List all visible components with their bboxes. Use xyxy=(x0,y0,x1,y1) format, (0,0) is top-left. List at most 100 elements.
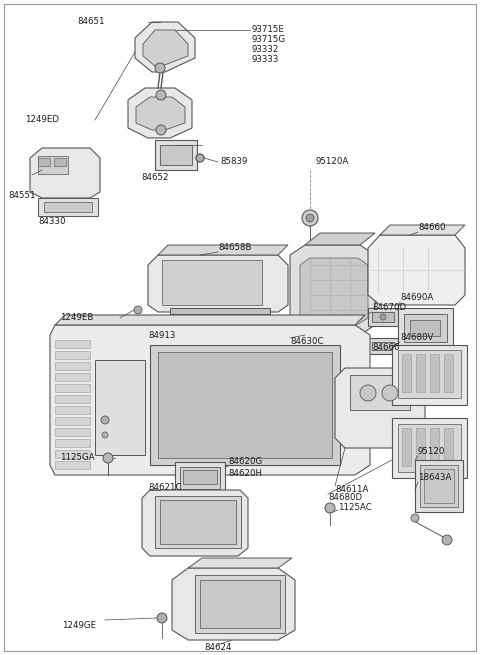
Bar xyxy=(415,460,463,512)
Bar xyxy=(424,469,454,503)
Polygon shape xyxy=(55,461,90,469)
Bar xyxy=(350,375,410,410)
Bar xyxy=(38,198,98,216)
Text: 84913: 84913 xyxy=(148,331,175,339)
Polygon shape xyxy=(55,384,90,392)
Polygon shape xyxy=(188,558,292,568)
Bar xyxy=(155,140,197,170)
Bar xyxy=(444,354,453,392)
Text: 1125GA: 1125GA xyxy=(60,453,95,462)
Bar xyxy=(158,352,332,458)
Circle shape xyxy=(103,453,113,463)
Text: 84652: 84652 xyxy=(141,174,169,183)
Circle shape xyxy=(156,125,166,135)
Text: 1249ED: 1249ED xyxy=(25,115,59,124)
Polygon shape xyxy=(290,245,375,335)
Polygon shape xyxy=(55,373,90,381)
Text: 84620G: 84620G xyxy=(228,457,262,466)
Text: 84651: 84651 xyxy=(77,18,105,26)
Bar xyxy=(95,360,145,455)
Polygon shape xyxy=(143,30,188,66)
Bar xyxy=(430,428,439,466)
Polygon shape xyxy=(305,233,375,245)
Bar xyxy=(392,345,467,405)
Polygon shape xyxy=(55,340,90,348)
Bar xyxy=(372,312,394,322)
Circle shape xyxy=(196,154,204,162)
Circle shape xyxy=(360,385,376,401)
Bar xyxy=(372,342,394,350)
Bar xyxy=(155,496,241,548)
Polygon shape xyxy=(50,325,370,475)
Bar xyxy=(402,428,411,466)
Circle shape xyxy=(101,416,109,424)
Text: 84658B: 84658B xyxy=(218,244,252,252)
Polygon shape xyxy=(55,406,90,414)
Circle shape xyxy=(155,63,165,73)
Bar xyxy=(54,158,66,166)
Bar xyxy=(398,308,453,348)
Polygon shape xyxy=(30,148,100,198)
Text: 1249EB: 1249EB xyxy=(60,314,94,322)
Text: 84611A: 84611A xyxy=(335,485,368,495)
Text: 1125AC: 1125AC xyxy=(338,504,372,512)
Text: 93333: 93333 xyxy=(252,56,279,64)
Polygon shape xyxy=(55,450,90,458)
Bar xyxy=(444,428,453,466)
Circle shape xyxy=(442,535,452,545)
Bar xyxy=(175,462,225,494)
Text: 85839: 85839 xyxy=(220,157,247,166)
Polygon shape xyxy=(142,490,248,556)
Text: 93332: 93332 xyxy=(252,45,279,54)
Bar xyxy=(410,320,440,336)
Text: 84680V: 84680V xyxy=(400,333,433,343)
Polygon shape xyxy=(128,88,192,138)
Polygon shape xyxy=(300,258,368,326)
Polygon shape xyxy=(136,97,185,130)
Bar xyxy=(180,467,220,489)
Text: 84330: 84330 xyxy=(38,217,65,227)
Bar xyxy=(38,158,50,166)
Text: 93715G: 93715G xyxy=(252,35,286,45)
Text: 93715E: 93715E xyxy=(252,26,285,35)
Circle shape xyxy=(382,385,398,401)
Text: 84666: 84666 xyxy=(372,343,399,352)
Bar xyxy=(150,345,340,465)
Text: 84621C: 84621C xyxy=(148,483,181,493)
Bar xyxy=(162,260,262,305)
Text: 95120A: 95120A xyxy=(316,157,349,166)
Circle shape xyxy=(196,154,204,162)
Circle shape xyxy=(156,90,166,100)
Bar xyxy=(404,314,447,342)
Bar xyxy=(160,145,192,165)
Circle shape xyxy=(157,613,167,623)
Polygon shape xyxy=(368,235,465,305)
Bar xyxy=(160,500,236,544)
Bar xyxy=(402,354,411,392)
Bar xyxy=(420,465,458,507)
Bar xyxy=(368,338,398,354)
Circle shape xyxy=(306,214,314,222)
Bar xyxy=(398,424,461,472)
Bar xyxy=(200,580,280,628)
Polygon shape xyxy=(158,245,288,255)
Circle shape xyxy=(411,514,419,522)
Bar xyxy=(416,428,425,466)
Bar xyxy=(368,308,398,326)
Polygon shape xyxy=(55,351,90,359)
Text: 84690A: 84690A xyxy=(400,293,433,303)
Circle shape xyxy=(325,503,335,513)
Text: 84551: 84551 xyxy=(8,191,36,200)
Text: 84624: 84624 xyxy=(204,643,232,652)
Text: 84680D: 84680D xyxy=(328,493,362,502)
Polygon shape xyxy=(55,417,90,425)
Polygon shape xyxy=(55,428,90,436)
Bar xyxy=(38,156,68,174)
Polygon shape xyxy=(55,439,90,447)
Polygon shape xyxy=(380,225,465,235)
Bar xyxy=(392,418,467,478)
Circle shape xyxy=(134,306,142,314)
Text: 84670D: 84670D xyxy=(372,303,406,312)
Bar xyxy=(183,470,217,484)
Bar xyxy=(170,308,270,314)
